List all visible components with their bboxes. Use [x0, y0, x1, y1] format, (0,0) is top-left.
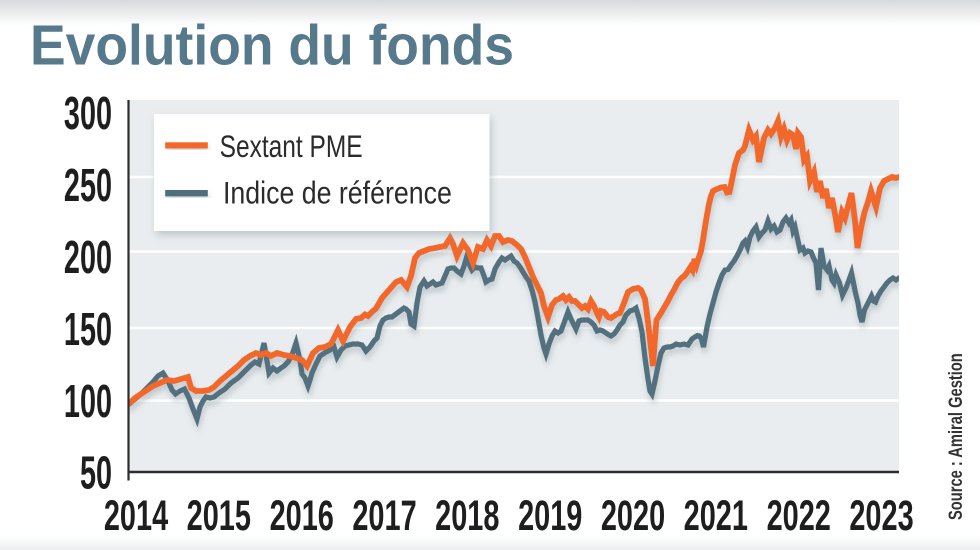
svg-text:2021: 2021: [684, 491, 748, 539]
svg-text:2016: 2016: [270, 491, 334, 539]
svg-text:150: 150: [64, 304, 112, 356]
svg-text:Evolution du fonds: Evolution du fonds: [30, 13, 514, 77]
svg-text:50: 50: [80, 448, 112, 500]
svg-text:2020: 2020: [601, 491, 665, 539]
svg-text:250: 250: [64, 160, 112, 212]
svg-text:Sextant PME: Sextant PME: [220, 128, 363, 164]
svg-text:Indice de référence: Indice de référence: [223, 177, 452, 211]
svg-text:300: 300: [64, 88, 112, 140]
svg-text:2019: 2019: [518, 491, 582, 539]
svg-text:100: 100: [64, 376, 112, 428]
svg-text:2014: 2014: [104, 491, 169, 539]
svg-text:2022: 2022: [767, 491, 831, 539]
svg-text:200: 200: [64, 232, 112, 284]
svg-text:2023: 2023: [849, 491, 913, 539]
svg-text:2018: 2018: [435, 491, 499, 539]
svg-text:Source : Amiral Gestion: Source : Amiral Gestion: [945, 353, 966, 520]
svg-text:2017: 2017: [352, 491, 416, 539]
svg-text:2015: 2015: [187, 491, 251, 539]
